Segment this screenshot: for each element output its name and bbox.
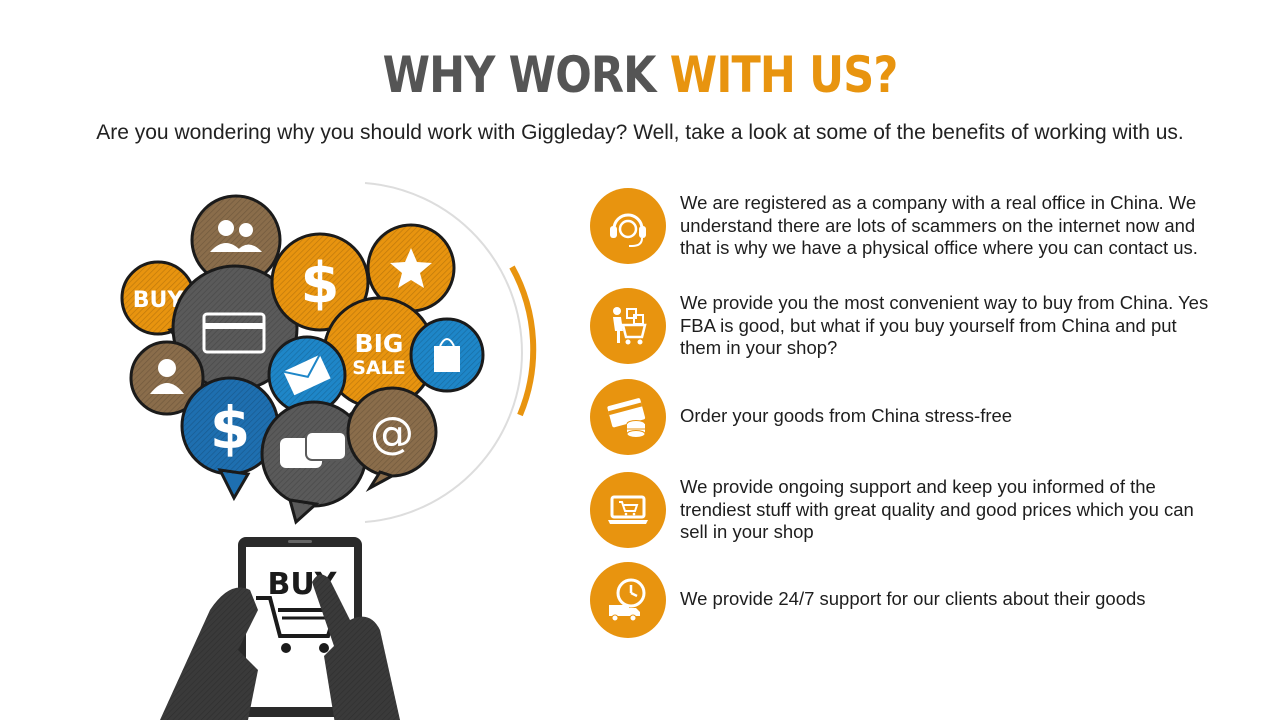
hands-icon [160, 574, 400, 725]
person-bubble-icon [129, 340, 205, 416]
clock-truck-icon [590, 562, 666, 638]
title-part-2: WITH US? [669, 46, 899, 104]
dollar-blue-label: $ [210, 394, 250, 462]
mail-bubble-icon [267, 335, 347, 415]
credit-card-bubble-icon [171, 264, 299, 392]
page-subtitle: Are you wondering why you should work wi… [96, 121, 1184, 144]
big-sale-bubble: BIG SALE [322, 296, 436, 424]
benefit-text: We provide you the most convenient way t… [680, 292, 1209, 358]
benefit-text: Order your goods from China stress-free [680, 405, 1013, 426]
benefit-text: We provide 24/7 support for our clients … [680, 588, 1146, 609]
credit-card-coins-icon [590, 379, 666, 455]
decorative-arc [364, 182, 537, 523]
benefit-item: We provide you the most convenient way t… [590, 288, 1250, 364]
headset-support-icon [590, 188, 666, 264]
benefit-text: We are registered as a company with a re… [680, 192, 1198, 258]
at-bubble-label: @ [370, 408, 414, 459]
social-commerce-illustration: BUY $ [100, 170, 560, 725]
star-bubble-icon [366, 223, 456, 313]
benefit-item: We provide ongoing support and keep you … [590, 472, 1250, 548]
dollar-bubble-label: $ [301, 251, 340, 316]
big-bubble-label: BIG [355, 329, 404, 358]
benefit-item: We provide 24/7 support for our clients … [590, 562, 1250, 638]
benefit-item: We are registered as a company with a re… [590, 188, 1250, 264]
email-at-bubble-icon: @ [346, 386, 438, 493]
shopping-bag-bubble-icon [409, 317, 485, 393]
benefit-item: Order your goods from China stress-free [590, 379, 1250, 455]
people-bubble-icon [190, 194, 282, 286]
title-part-1: WHY WORK [382, 46, 670, 104]
benefit-text: We provide ongoing support and keep you … [680, 476, 1194, 542]
shopping-cart-person-icon [590, 288, 666, 364]
laptop-cart-icon [590, 472, 666, 548]
page-title: WHY WORK WITH US? [90, 40, 1191, 110]
dollar-bubble-icon: $ [270, 232, 370, 332]
sale-bubble-label: SALE [352, 357, 405, 379]
